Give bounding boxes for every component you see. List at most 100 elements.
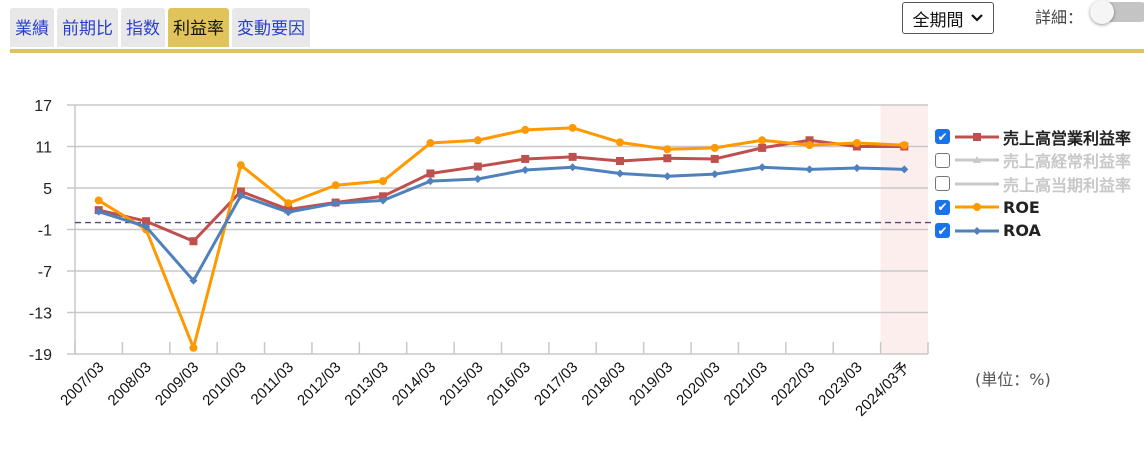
tab-underline: [10, 49, 1144, 53]
tab-bar: 業績 前期比 指数 利益率 変動要因: [10, 8, 310, 47]
legend-item[interactable]: ✔ ROE: [935, 196, 1131, 220]
line-chart: 17 11 5 -1 -7 -13 -19 2007/032008/032009/032010…: [29, 98, 933, 420]
data-point: [805, 165, 814, 174]
legend-checkbox[interactable]: [935, 152, 950, 168]
x-tick-label: 2017/03: [531, 359, 581, 409]
x-tick-label: 2019/03: [626, 359, 676, 409]
data-point: [94, 207, 103, 216]
data-point: [710, 154, 719, 163]
data-point: [426, 177, 435, 186]
data-point: [852, 139, 861, 148]
data-point: [521, 154, 530, 163]
y-tick-label: 11: [35, 140, 52, 157]
data-point: [615, 157, 624, 166]
data-point: [142, 222, 151, 231]
legend-label: ROA: [1003, 221, 1041, 241]
series-line: [98, 165, 905, 283]
data-point: [615, 138, 624, 147]
data-point: [758, 143, 767, 152]
data-point: [758, 163, 767, 172]
legend-checkbox[interactable]: ✔: [935, 223, 950, 239]
legend-label: 売上高当期利益率: [1003, 175, 1132, 195]
x-tick-label: 2008/03: [105, 359, 155, 409]
data-point: [852, 163, 861, 172]
y-tick-label: -19: [29, 347, 52, 364]
toggle-knob[interactable]: [1090, 0, 1114, 24]
legend-swatch-icon: [955, 132, 999, 141]
y-tick-label: 17: [34, 98, 52, 115]
legend-swatch-icon: [955, 203, 999, 212]
x-tick-label: 2018/03: [578, 359, 628, 409]
data-point: [379, 196, 388, 205]
x-tick-label: 2013/03: [341, 359, 391, 409]
period-select-value: 全期間: [912, 10, 964, 31]
x-tick-label: 2014/03: [389, 359, 439, 409]
data-point: [94, 196, 103, 205]
x-tick-label: 2021/03: [721, 359, 771, 409]
y-tick-label: -7: [38, 264, 52, 281]
chevron-down-icon: [970, 14, 983, 22]
data-point: [189, 237, 198, 246]
series-line: [98, 138, 905, 243]
data-point: [142, 217, 151, 226]
x-tick-label: 2016/03: [484, 359, 534, 409]
data-point: [568, 123, 577, 132]
legend-swatch-icon: [955, 226, 999, 235]
data-point: [900, 165, 909, 174]
legend-item[interactable]: 売上高経常利益率: [935, 149, 1131, 173]
tab-change-factors[interactable]: 変動要因: [232, 8, 310, 47]
data-point: [805, 136, 814, 145]
data-point: [236, 187, 245, 196]
x-tick-label: 2010/03: [199, 359, 249, 409]
data-point: [331, 199, 340, 208]
legend-label: ROE: [1003, 197, 1040, 217]
legend-label: 売上高営業利益率: [1003, 128, 1132, 148]
legend-item[interactable]: ✔ 売上高営業利益率: [935, 125, 1131, 149]
tab-performance[interactable]: 業績: [10, 8, 54, 47]
data-point: [284, 199, 293, 208]
x-tick-label: 2022/03: [768, 359, 818, 409]
series-line: [97, 126, 905, 350]
legend-label: 売上高経常利益率: [1003, 152, 1132, 172]
x-tick-label: 2015/03: [436, 359, 486, 409]
legend-checkbox[interactable]: [935, 176, 950, 192]
legend-checkbox[interactable]: ✔: [935, 199, 950, 215]
detail-toggle[interactable]: [1090, 0, 1144, 24]
data-point: [663, 154, 672, 163]
x-tick-label: 2020/03: [673, 359, 723, 409]
data-point: [710, 170, 719, 179]
data-point: [663, 172, 672, 181]
legend: ✔ 売上高営業利益率 売上高経常利益率 売上高当期利益率 ✔ ROE ✔ ROA: [935, 125, 1131, 243]
tab-yoy[interactable]: 前期比: [57, 8, 118, 47]
legend-swatch-icon: [955, 156, 999, 164]
data-point: [473, 136, 482, 145]
unit-label: (単位：%): [975, 370, 1051, 389]
data-point: [568, 163, 577, 172]
data-point: [426, 139, 435, 148]
legend-item[interactable]: ✔ ROA: [935, 219, 1131, 243]
legend-checkbox[interactable]: ✔: [935, 129, 950, 145]
data-point: [521, 166, 530, 175]
data-point: [189, 343, 198, 352]
data-point: [473, 175, 482, 184]
data-point: [426, 169, 435, 178]
x-tick-label: 2011/03: [248, 359, 298, 409]
data-point: [236, 161, 245, 170]
data-point: [284, 208, 293, 217]
data-point: [758, 136, 767, 145]
y-tick-label: -1: [38, 223, 52, 240]
period-select[interactable]: 全期間: [902, 2, 994, 34]
tab-profit-margin[interactable]: 利益率: [168, 8, 229, 47]
x-tick-label: 2007/03: [57, 359, 107, 409]
data-point: [615, 169, 624, 178]
y-tick-label: -13: [29, 306, 52, 323]
data-point: [568, 152, 577, 161]
series-ROA: [94, 163, 909, 285]
data-point: [236, 191, 245, 200]
legend-item[interactable]: 売上高当期利益率: [935, 172, 1131, 196]
data-point: [900, 141, 909, 150]
data-point: [521, 125, 530, 134]
data-point: [379, 177, 388, 186]
legend-swatch-icon: [955, 182, 999, 186]
tab-index[interactable]: 指数: [121, 8, 165, 47]
